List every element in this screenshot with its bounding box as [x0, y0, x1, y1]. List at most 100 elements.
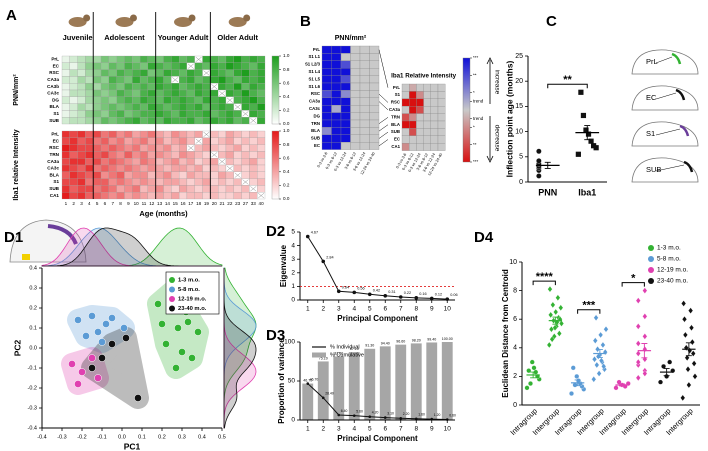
heatmap-cell — [171, 103, 180, 111]
point — [98, 338, 106, 346]
row-label: BLA — [50, 172, 60, 177]
heatmap-cell — [257, 96, 266, 104]
point — [690, 350, 696, 357]
map-cell — [409, 128, 417, 136]
map-cell — [430, 143, 439, 151]
heatmap-cell — [178, 89, 188, 97]
x-tick-label: 2 — [321, 426, 325, 433]
heatmap-cell — [202, 83, 211, 91]
heatmap-cell — [139, 62, 149, 70]
heatmap-cell — [186, 83, 195, 91]
heatmap-cell — [77, 69, 86, 77]
heatmap-cell — [139, 69, 149, 77]
heatmap-cell — [241, 158, 250, 166]
heatmap-cell — [241, 130, 250, 138]
heatmap-cell — [163, 55, 172, 63]
row-label: DG — [52, 97, 59, 102]
point — [592, 337, 598, 344]
x-tick-label: 3 — [337, 426, 341, 433]
heatmap-cell — [186, 96, 195, 104]
heatmap-cell — [202, 62, 211, 70]
heatmap-cell — [241, 192, 250, 200]
point — [529, 359, 535, 365]
heatmap-cell — [218, 96, 227, 104]
map-cell — [369, 68, 380, 76]
bar — [441, 342, 453, 420]
heatmap-cell — [186, 158, 195, 166]
heatmap-cell — [210, 96, 219, 104]
heatmap-cell — [93, 76, 102, 84]
heatmap-cell — [100, 164, 109, 172]
heatmap-cell — [194, 96, 203, 104]
y-tick-label: 0.0 — [29, 345, 37, 351]
heatmap-cell — [171, 89, 180, 97]
heatmap-cell — [171, 96, 180, 104]
x-tick-label: -0.3 — [57, 434, 66, 440]
heatmap-cell — [218, 171, 227, 179]
bar — [379, 346, 391, 420]
heatmap-cell — [233, 192, 242, 200]
heatmap-cell — [108, 62, 117, 70]
heatmap-cell — [225, 103, 234, 111]
point — [548, 311, 554, 319]
heatmap-cell — [233, 185, 242, 193]
map-cell — [401, 106, 410, 114]
point — [549, 335, 555, 343]
colorbar-label: 0.6 — [283, 155, 290, 160]
map-cell — [423, 106, 431, 114]
point — [536, 148, 542, 155]
heatmap-cell — [178, 144, 188, 152]
heatmap-cell — [100, 110, 109, 118]
colorbar — [271, 130, 280, 200]
map-cell — [340, 119, 351, 128]
x-tick-label: 0.0 — [118, 434, 126, 440]
point — [162, 340, 170, 348]
heatmap-cell — [69, 137, 78, 145]
heatmap-cell — [178, 76, 188, 84]
heatmap-cell — [61, 110, 70, 118]
heatmap-cell — [171, 137, 180, 145]
map-cell — [416, 106, 424, 114]
colorbar-label: trend — [473, 99, 484, 104]
point — [601, 363, 607, 370]
connector — [378, 117, 389, 124]
heatmap-cell — [85, 185, 94, 193]
error-bar — [685, 342, 692, 357]
heatmap-cell — [257, 103, 266, 111]
value-label: 2.84 — [326, 255, 333, 259]
age-label: 33 — [251, 201, 257, 206]
significance-label: ** — [563, 74, 572, 86]
x-tick-label: 1 — [306, 426, 310, 433]
heatmap-cell — [186, 55, 195, 63]
heatmap-cell — [163, 83, 172, 91]
map-cell — [416, 143, 424, 151]
point — [531, 365, 537, 371]
heatmap-cell — [124, 110, 133, 118]
map-cell — [401, 83, 410, 92]
heatmap-cell — [132, 178, 141, 186]
heatmap-cell — [61, 151, 70, 159]
heatmap-cell — [100, 62, 109, 70]
colorbar-label: ** — [473, 73, 477, 78]
line — [307, 383, 448, 421]
map-cell — [350, 127, 361, 135]
heatmap-cell — [178, 192, 188, 200]
y-tick-label: -0.4 — [28, 425, 37, 431]
heatmap-cell — [61, 164, 70, 172]
heatmap-cell — [210, 117, 219, 125]
heatmap-cell — [132, 192, 141, 200]
heatmap-cell — [218, 69, 227, 77]
heatmap-cell — [210, 144, 219, 152]
point — [94, 374, 102, 382]
row-label: CA3a — [389, 107, 401, 112]
heatmap-cell — [194, 144, 203, 152]
heatmap-cell — [257, 164, 266, 172]
heatmap-cell — [132, 96, 141, 104]
age-label: 21 — [219, 201, 225, 206]
map-cell — [416, 91, 424, 99]
legend-swatch — [648, 267, 654, 273]
row-label: CA3c — [47, 166, 59, 171]
heatmap-cell — [171, 164, 180, 172]
heatmap-cell — [241, 144, 250, 152]
